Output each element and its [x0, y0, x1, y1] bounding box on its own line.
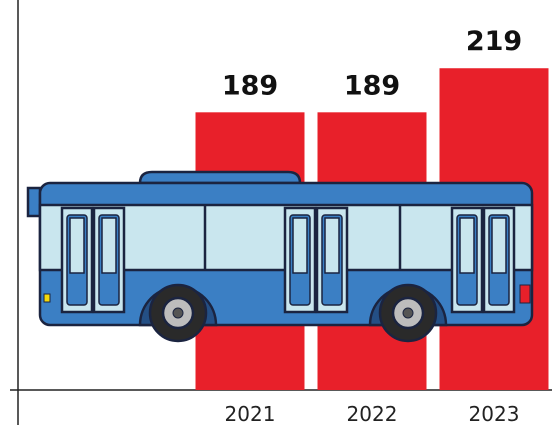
x-tick-label: 2022	[347, 402, 398, 426]
x-tick-label: 2021	[225, 402, 276, 426]
bus-illustration	[28, 172, 532, 341]
value-label: 189	[344, 70, 400, 101]
chart: 189 2021 189 2022 219 2023	[0, 0, 552, 428]
value-label: 219	[466, 26, 522, 57]
value-label: 189	[222, 70, 278, 101]
page: 189202118920222192023 (() => { const dat…	[0, 0, 552, 428]
x-tick-label: 2023	[469, 402, 520, 426]
